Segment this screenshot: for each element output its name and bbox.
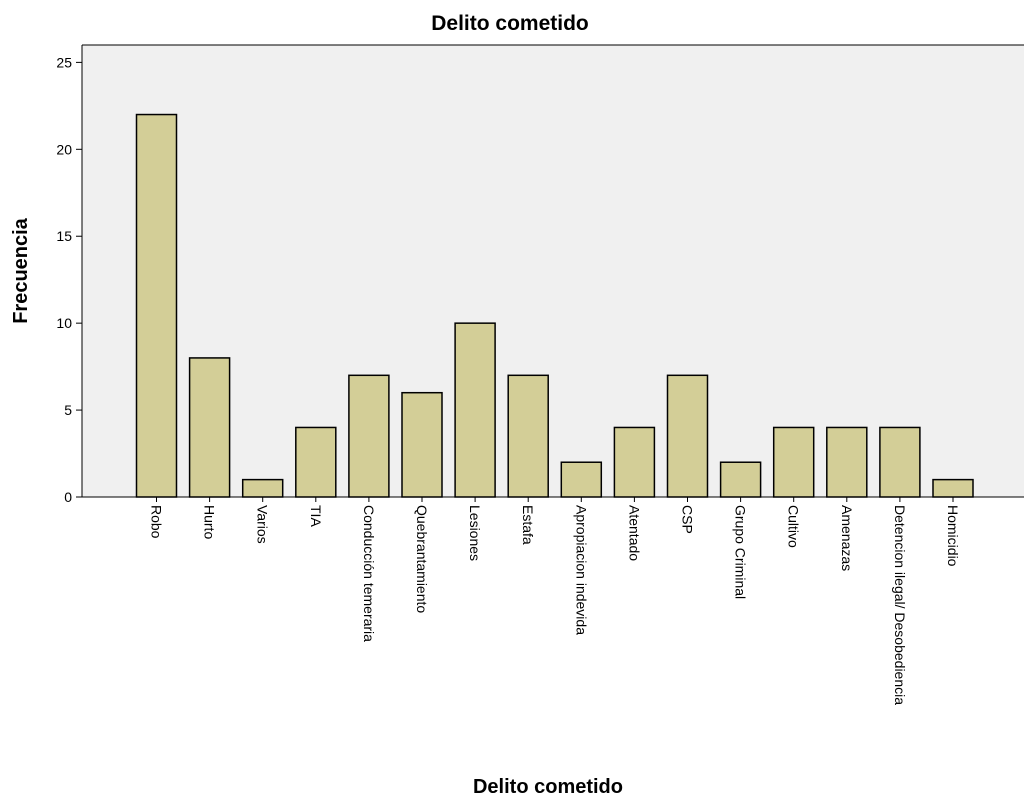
bars-layer <box>135 113 974 498</box>
x-tick-label: Detencion ilegal/ Desobediencia <box>892 505 908 705</box>
bar <box>613 426 656 498</box>
chart-title: Delito cometido <box>431 12 589 35</box>
x-tick-label: Hurto <box>202 505 218 539</box>
x-tick-label: Estafa <box>520 505 536 545</box>
bar <box>348 374 390 498</box>
x-tick-label: Atentado <box>626 505 642 561</box>
x-tick-label: Robo <box>149 505 165 539</box>
bar <box>135 113 178 498</box>
x-tick-label: CSP <box>680 505 696 534</box>
x-tick-label: Apropiacion indevida <box>573 505 589 635</box>
y-tick-label: 0 <box>64 489 72 505</box>
bar <box>241 478 284 498</box>
y-axis-title: Frecuencia <box>10 217 32 323</box>
y-tick-label: 15 <box>56 228 72 244</box>
bar <box>666 374 709 498</box>
bar <box>295 426 337 498</box>
x-tick-label: Conducción temeraria <box>361 505 377 642</box>
x-tick-label: TIA <box>308 505 324 527</box>
bar <box>454 322 496 498</box>
x-tick-label: Cultivo <box>786 505 802 548</box>
x-tick-label: Homicidio <box>945 505 961 567</box>
x-tick-label: Varios <box>255 505 271 544</box>
x-tick-label: Amenazas <box>839 505 855 571</box>
x-tick-label: Lesiones <box>467 505 483 561</box>
x-labels-layer: Robo Hurto Varios TIA Conducción temeraria Qu… <box>149 497 961 705</box>
y-tick-label: 5 <box>64 402 72 418</box>
bar <box>826 426 868 498</box>
x-tick-label: Grupo Criminal <box>733 505 749 599</box>
y-tick-label: 10 <box>56 315 72 331</box>
bar <box>401 391 443 498</box>
bar <box>772 426 815 498</box>
x-tick-label: Quebrantamiento <box>414 505 430 613</box>
y-ticks-layer: 0 5 10 15 20 25 <box>56 54 82 505</box>
bar <box>879 426 921 498</box>
x-axis-title: Delito cometido <box>473 776 623 798</box>
plot-area <box>82 45 1024 497</box>
bar <box>188 357 231 498</box>
y-tick-label: 25 <box>56 54 72 70</box>
bar <box>560 461 603 498</box>
bar <box>507 374 549 498</box>
bar <box>719 461 762 498</box>
y-tick-label: 20 <box>56 141 72 157</box>
bar <box>932 478 974 498</box>
